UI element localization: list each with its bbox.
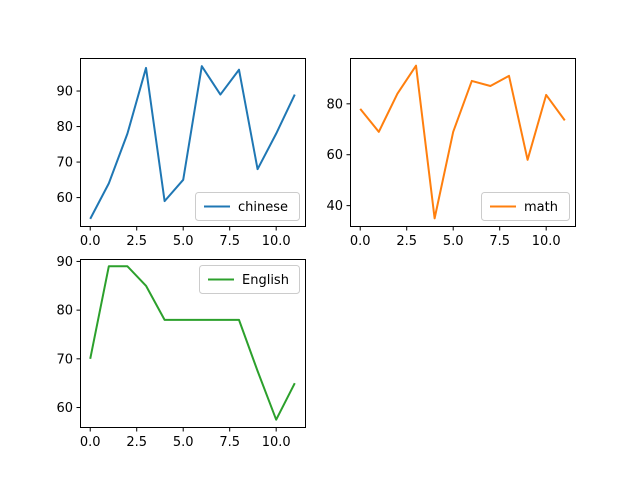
axes-frame [350,58,576,227]
y-tick-label: 40 [326,199,343,214]
x-tick-label: 10.0 [532,234,561,249]
legend-box [195,192,300,221]
x-tick-label: 2.5 [126,435,147,450]
x-tick-label: 5.0 [173,234,194,249]
x-tick-label: 5.0 [173,435,194,450]
y-tick-label: 70 [56,156,73,171]
legend: math [481,192,570,221]
y-tick-label: 60 [56,191,73,206]
y-tick-label: 60 [326,148,343,163]
x-tick-label: 10.0 [262,234,291,249]
axes-frame [80,259,306,428]
x-tick-label: 7.5 [489,234,510,249]
x-tick-label: 0.0 [80,435,101,450]
y-tick-label: 80 [56,304,73,319]
x-tick-label: 0.0 [80,234,101,249]
y-tick-label: 70 [56,352,73,367]
x-tick-label: 0.0 [350,234,371,249]
series-line-english [89,265,296,421]
subplot-english: 0.0 2.5 5.0 7.5 10.0 60 70 80 90 English [56,255,306,450]
legend-label: English [242,273,289,288]
y-tick-label: 90 [56,85,73,100]
legend: English [199,265,300,294]
legend-label: math [524,200,558,215]
y-tick-label: 90 [56,255,73,270]
legend-box [481,192,570,221]
legend-label: chinese [238,200,288,215]
subplot-math: 0.0 2.5 5.0 7.5 10.0 40 60 80 math [326,58,576,249]
legend-box [199,265,300,294]
x-tick-label: 2.5 [396,234,417,249]
legend: chinese [195,192,300,221]
subplot-chinese: 0.0 2.5 5.0 7.5 10.0 60 70 80 90 chinese [56,58,306,249]
y-tick-label: 80 [326,97,343,112]
x-tick-label: 2.5 [126,234,147,249]
axes-frame [80,58,306,227]
x-tick-label: 5.0 [443,234,464,249]
series-line-chinese [89,65,296,220]
x-tick-label: 7.5 [219,234,240,249]
y-tick-label: 80 [56,120,73,135]
x-tick-label: 10.0 [262,435,291,450]
series-line-math [359,64,566,220]
x-tick-label: 7.5 [219,435,240,450]
y-tick-label: 60 [56,401,73,416]
